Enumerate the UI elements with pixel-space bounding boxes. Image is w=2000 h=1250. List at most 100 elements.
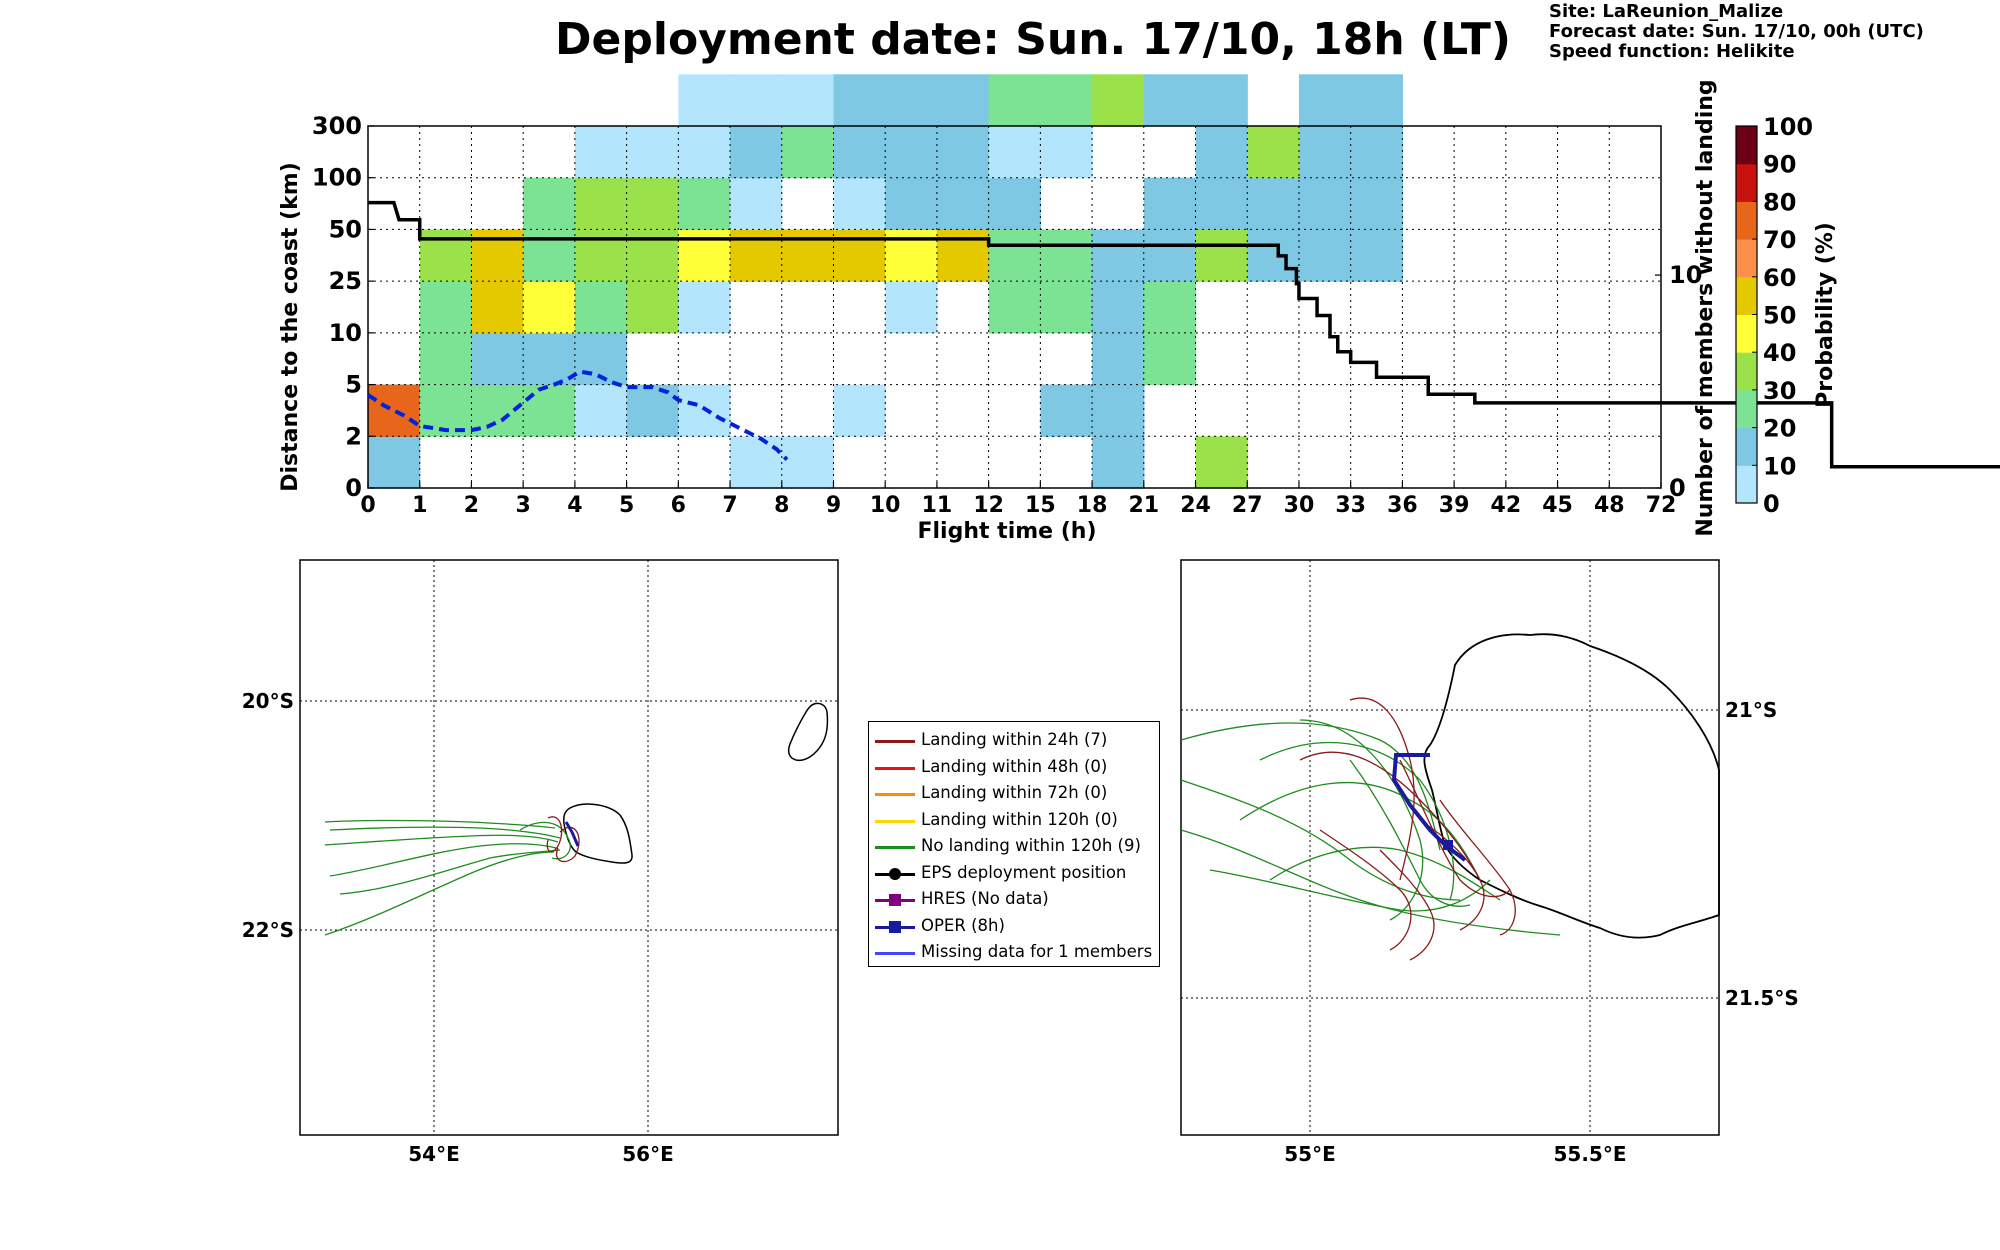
heatmap-cell (1092, 281, 1145, 334)
heatmap-cell (626, 281, 679, 334)
heatmap-cell (833, 126, 886, 179)
heatmap-cell (936, 177, 990, 231)
x-tick-label: 21 (1128, 493, 1159, 518)
colorbar-tick-label: 90 (1763, 151, 1796, 179)
x-tick-label: 18 (1077, 493, 1108, 518)
oper-marker (1443, 840, 1453, 850)
colorbar-bin (1736, 126, 1757, 165)
y-axis-label: Distance to the coast (km) (278, 162, 303, 492)
x-tick-label: 36 (1387, 493, 1418, 518)
trajectory-no-landing (329, 843, 557, 877)
x-tick-label: 10 (870, 493, 901, 518)
island-reunion (563, 803, 633, 864)
heatmap-cell (626, 384, 679, 437)
heatmap-cell (1143, 281, 1197, 334)
heatmap-cell (730, 177, 783, 231)
trajectory-no-landing (1299, 719, 1424, 921)
heatmap-border (367, 125, 1662, 489)
heatmap-cell (988, 281, 1041, 334)
colorbar-tick-label: 0 (1763, 490, 1780, 518)
x-tick-label: 27 (1232, 493, 1263, 518)
heatmap-cell (730, 74, 783, 127)
x-axis-label: Flight time (h) (917, 519, 1096, 544)
colorbar: 0 10 20 30 40 50 60 70 80 90 100 (1735, 113, 1813, 518)
lat-tick-label: 20°S (242, 689, 294, 713)
x-tick-label: 3 (516, 493, 531, 518)
heatmap-cell (523, 332, 576, 386)
heatmap-cell (730, 436, 783, 489)
legend-entry: HRES (No data) (869, 887, 1159, 913)
y-tick-label: 5 (345, 371, 362, 399)
lat-tick-label: 21.5°S (1725, 986, 1799, 1010)
island-reunion-zoom (1423, 633, 1720, 939)
heatmap-cell (1092, 74, 1145, 127)
legend-swatch (875, 740, 915, 743)
legend-label: Landing within 72h (0) (921, 783, 1108, 802)
speed-function: Speed function: Helikite (1549, 41, 1795, 62)
x-tick-label: 6 (671, 493, 686, 518)
x-tick-label: 2 (464, 493, 479, 518)
island-mauritius (787, 702, 829, 762)
colorbar-tick-label: 20 (1763, 415, 1796, 443)
heatmap-cell (988, 177, 1041, 231)
legend-marker (889, 894, 901, 906)
heatmap-cell (1298, 177, 1352, 231)
heatmap-cell (1350, 229, 1403, 282)
y-tick-label: 300 (312, 112, 362, 140)
heatmap-cell (1247, 229, 1300, 282)
legend-marker (889, 920, 901, 933)
legend-label: EPS deployment position (921, 862, 1127, 882)
heatmap-cell (1247, 177, 1300, 231)
y2-tick-label: 10 (1669, 261, 1702, 289)
heatmap-cell (574, 126, 628, 179)
trajectory-no-landing (1180, 722, 1441, 851)
heatmap-cell (1092, 332, 1145, 386)
heatmap-cell (885, 281, 938, 334)
x-tick-label: 15 (1025, 493, 1056, 518)
trajectory-landing24 (546, 816, 563, 853)
forecast-date: Forecast date: Sun. 17/10, 00h (UTC) (1549, 21, 1924, 42)
heatmap-cell (1040, 126, 1093, 179)
lon-tick-label: 56°E (622, 1142, 674, 1166)
heatmap-cell (1195, 229, 1248, 282)
trajectory-landing24 (555, 826, 580, 863)
colorbar-bin (1736, 389, 1757, 429)
heatmap-cell (471, 281, 524, 334)
heatmap-cell (1350, 126, 1403, 179)
heatmap-cell (1040, 281, 1093, 334)
y-tick-label: 0 (345, 474, 362, 502)
heatmap-cell (574, 281, 628, 334)
legend-label: Landing within 24h (7) (921, 730, 1108, 749)
heatmap-grid (368, 126, 1661, 488)
legend-entry: Landing within 48h (0) (869, 755, 1159, 781)
trajectory-landing24 (1439, 799, 1516, 936)
colorbar-bin (1736, 314, 1757, 353)
heatmap-cell (988, 229, 1041, 282)
colorbar-bin (1736, 276, 1757, 315)
heatmap-cell (833, 384, 886, 437)
map-legend: Landing within 24h (7) Landing within 48h… (868, 721, 1160, 967)
heatmap-cell (1298, 74, 1352, 127)
x-tick-label: 5 (619, 493, 634, 518)
heatmap-cell (368, 384, 421, 437)
map-left-frame (299, 559, 839, 1136)
site-name: Site: LaReunion_Malize (1549, 1, 1784, 22)
heatmap-cell (626, 177, 679, 231)
heatmap-cell (1040, 384, 1093, 437)
lon-tick-label: 55°E (1284, 1142, 1336, 1166)
heatmap-cell (523, 177, 576, 231)
heatmap-cell (1040, 229, 1093, 282)
heatmap-cells (368, 74, 1403, 489)
heatmap-cell (574, 177, 628, 231)
trajectory-landing24 (1319, 829, 1412, 951)
heatmap-cell (368, 436, 421, 489)
y-tick-label: 2 (345, 422, 362, 450)
heatmap-cell (1092, 384, 1145, 437)
x-tick-label: 72 (1646, 493, 1677, 518)
x-tick-label: 48 (1594, 493, 1625, 518)
legend-label: HRES (No data) (921, 889, 1049, 908)
heatmap-cell (419, 332, 473, 386)
heatmap-cell (988, 126, 1041, 179)
heatmap-cell (1298, 126, 1352, 179)
heatmap-cell (1195, 126, 1248, 179)
